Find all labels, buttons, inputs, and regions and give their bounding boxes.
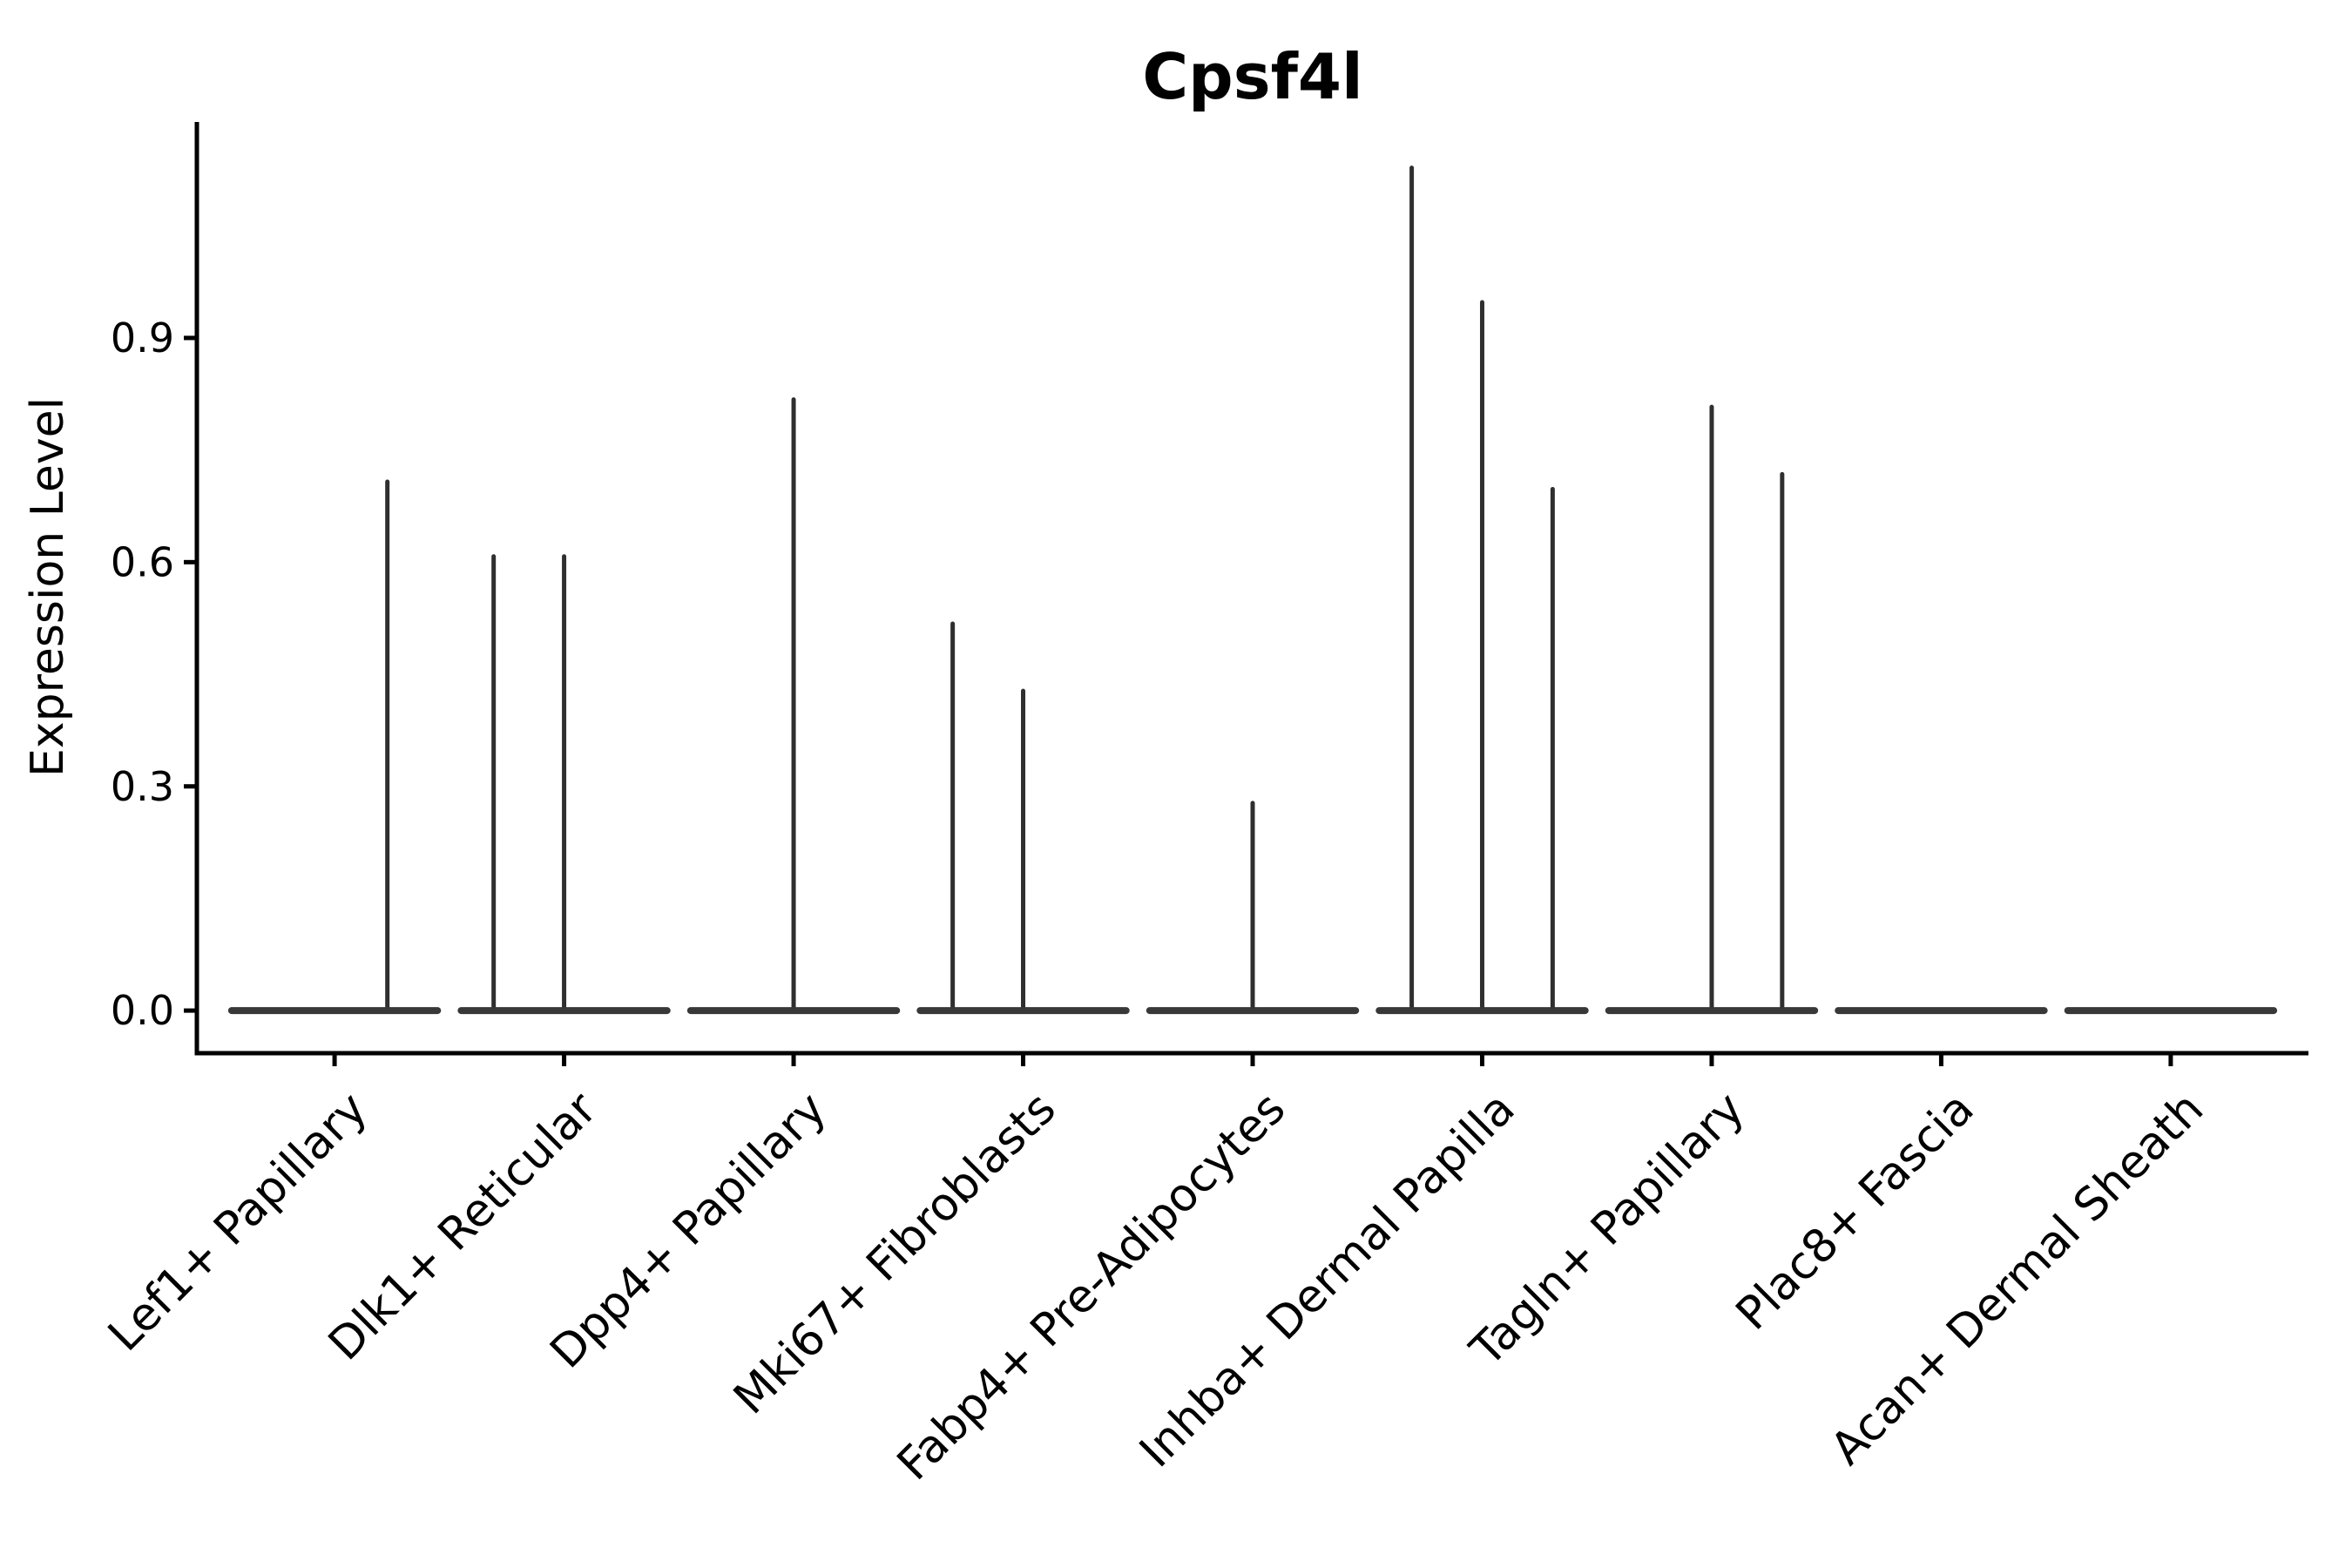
x-tick-label: Acan+ Dermal Sheath	[1821, 1083, 2213, 1476]
y-tick-label: 0.6	[111, 538, 174, 585]
x-tick-label: Plac8+ Fascia	[1727, 1083, 1984, 1341]
chart-title: Cpsf4l	[1142, 40, 1363, 113]
y-tick-label: 0.0	[111, 987, 174, 1034]
y-tick-label: 0.3	[111, 763, 174, 810]
y-tick-label: 0.9	[111, 314, 174, 362]
x-tick-label: Fabp4+ Pre-Adipocytes	[888, 1083, 1295, 1490]
x-tick-label: Inhba+ Dermal Papilla	[1130, 1083, 1524, 1477]
